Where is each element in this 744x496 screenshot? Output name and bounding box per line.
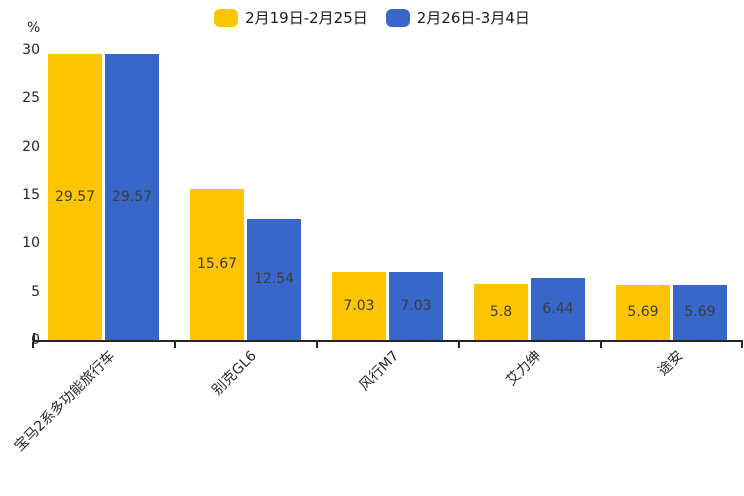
bar-value-label: 5.69 <box>684 304 716 321</box>
x-axis-tick <box>174 342 176 348</box>
bar-week2 <box>389 272 443 340</box>
x-axis-tick <box>32 342 34 348</box>
x-axis-tick <box>316 342 318 348</box>
bar-value-label: 6.44 <box>542 300 574 317</box>
legend-swatch-week2-icon <box>385 9 410 27</box>
legend-label-week1: 2月19日-2月25日 <box>245 9 368 27</box>
bar-value-label: 7.03 <box>400 298 432 315</box>
legend: 2月19日-2月25日 2月26日-3月4日 <box>0 7 744 29</box>
legend-item-week1: 2月19日-2月25日 <box>214 8 368 28</box>
bar-week2 <box>673 284 727 340</box>
legend-label-week2: 2月26日-3月4日 <box>416 9 530 27</box>
legend-item-week2: 2月26日-3月4日 <box>385 8 530 28</box>
bar-week1 <box>48 54 102 340</box>
bar-value-label: 5.69 <box>627 304 659 321</box>
x-axis-tick <box>741 342 743 348</box>
x-category-label: 艾力绅 <box>503 348 545 390</box>
y-axis-unit-label: % <box>27 20 41 36</box>
bar-week1 <box>332 272 386 340</box>
y-tick-label: 5 <box>31 283 40 300</box>
y-tick-label: 20 <box>22 138 40 155</box>
x-category-label: 宝马2系多功能旅行车 <box>11 348 119 455</box>
bar-week2 <box>105 54 159 340</box>
legend-swatch-week1-icon <box>214 9 239 27</box>
y-tick-label: 25 <box>22 90 40 107</box>
bar-week1 <box>474 283 528 340</box>
bar-week1 <box>616 284 670 340</box>
bar-week2 <box>247 218 301 340</box>
bar-week2 <box>531 277 585 340</box>
x-axis-tick <box>600 342 602 348</box>
bar-value-label: 5.8 <box>489 303 513 320</box>
bar-week1 <box>190 188 244 340</box>
bar-value-label: 29.57 <box>54 189 96 206</box>
x-category-label: 途安 <box>655 348 687 380</box>
x-category-label: 别克GL6 <box>209 348 261 399</box>
x-axis-line <box>33 340 743 342</box>
bar-value-label: 12.54 <box>253 271 295 288</box>
y-tick-label: 15 <box>22 187 40 203</box>
bar-value-label: 7.03 <box>343 298 375 315</box>
y-tick-label: 10 <box>22 235 40 252</box>
y-axis-corner-stub <box>33 333 35 340</box>
bar-value-label: 15.67 <box>196 256 238 273</box>
bar-value-label: 29.57 <box>111 189 153 206</box>
x-category-label: 风行M7 <box>356 348 403 394</box>
y-tick-label: 30 <box>22 42 40 58</box>
x-axis-tick <box>458 342 460 348</box>
